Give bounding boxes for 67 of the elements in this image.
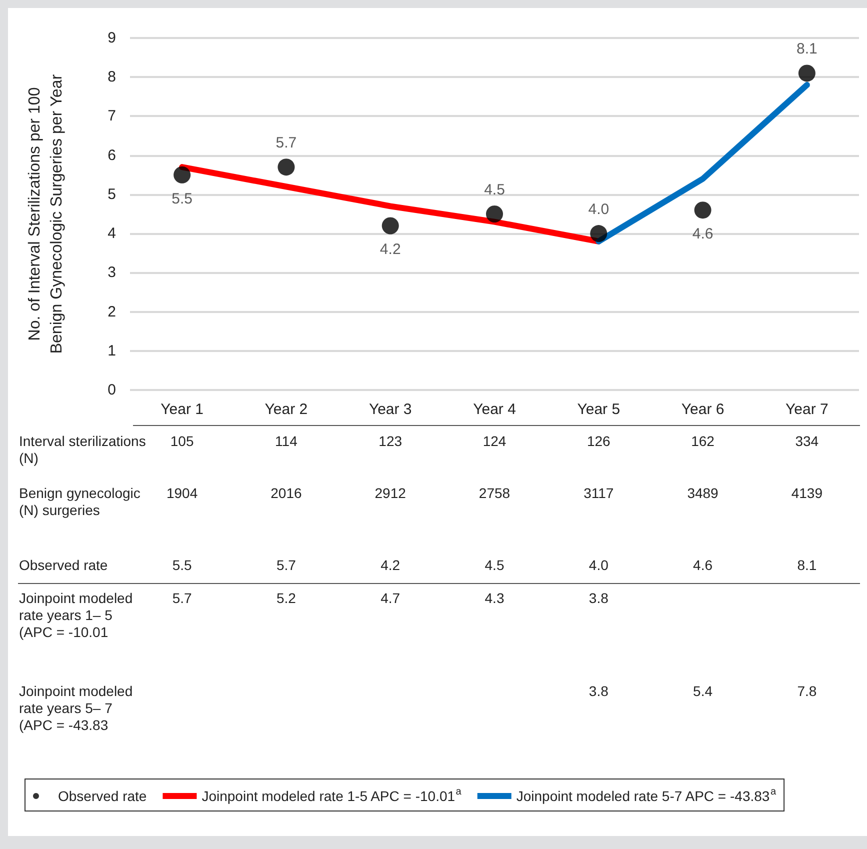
text: Interval sterilizations (N): [19, 433, 147, 467]
data-label: 4.2: [380, 557, 402, 574]
y-tick-label: 6: [108, 146, 116, 164]
y-tick-label: 0: [108, 382, 116, 398]
data-label: 4.5: [484, 557, 506, 574]
data-label: 5.5: [171, 557, 193, 574]
data-label: 4.3: [484, 590, 506, 607]
data-label: 5.7: [171, 590, 193, 607]
x-tick-label: Year 4: [473, 401, 516, 418]
data-label: 4.6: [692, 557, 714, 574]
text: 5.5: [172, 190, 192, 208]
data-label: 8.1: [796, 557, 818, 574]
text: 123: [378, 433, 404, 450]
point: [798, 64, 816, 82]
data-label: 5.2: [275, 590, 297, 607]
text: 4139: [790, 485, 824, 502]
y-tick-label: 5: [108, 186, 116, 203]
data-label: 5.4: [692, 683, 714, 700]
y-tick-label: 4: [108, 225, 116, 242]
data-label: 3.8: [588, 683, 610, 700]
text: 114: [274, 433, 298, 450]
point: [694, 202, 712, 219]
y-axis-title: No. of Interval Sterilizations per 100 Benign Gynecologic Surgeries per Year: [26, 74, 66, 354]
text: 4.0: [588, 201, 610, 218]
text: 105: [170, 433, 194, 449]
y-tick-label: 9: [108, 30, 116, 46]
data-label: 4.7: [380, 590, 402, 607]
data-label: 7.8: [796, 683, 818, 700]
text: Joinpoint modeled rate years 5– 7 (APC = -43.83: [19, 683, 134, 734]
x-tick-label: Year 6: [681, 401, 724, 418]
x-tick-label: Year 3: [368, 401, 412, 418]
text: 124: [482, 433, 508, 450]
point: [278, 158, 295, 176]
data-label: 5.7: [275, 557, 297, 574]
text: 1904: [165, 485, 199, 502]
point: [174, 166, 191, 184]
x-tick-label: Year 7: [786, 401, 828, 418]
y-tick-label: 7: [108, 108, 116, 125]
data-label: 4.0: [588, 557, 610, 574]
x-tick-label: Year 1: [160, 401, 204, 418]
legend-label: Observed rate: [58, 788, 147, 804]
y-tick-label: 8: [108, 68, 116, 86]
y-tick-label: 3: [108, 264, 116, 282]
text: 5.7: [276, 134, 297, 152]
x-tick-label: Year 2: [264, 401, 308, 418]
data-label: 3.8: [588, 590, 610, 607]
text: 162: [690, 433, 716, 450]
text: 2016: [270, 485, 303, 502]
text: 3117: [582, 485, 615, 502]
text: Benign gynecologic (N) surgeries: [19, 485, 142, 519]
text: 4.2: [380, 241, 401, 258]
text: Joinpoint modeled rate years 1– 5 (APC = -10.01: [19, 590, 134, 641]
text: 334: [794, 433, 820, 450]
point: [382, 217, 399, 234]
x-tick-label: Year 5: [577, 401, 620, 418]
text: 8.1: [796, 40, 818, 58]
y-tick-label: 2: [108, 303, 116, 320]
text: 2912: [374, 485, 407, 502]
text: 2758: [478, 485, 512, 502]
point: [590, 225, 608, 242]
text: 4.5: [484, 182, 505, 198]
point: [486, 206, 503, 222]
text: Observed rate: [19, 557, 109, 574]
text: 4.6: [692, 226, 714, 243]
y-tick-label: 1: [108, 342, 116, 360]
text: 126: [586, 433, 612, 450]
text: 3489: [686, 485, 720, 502]
